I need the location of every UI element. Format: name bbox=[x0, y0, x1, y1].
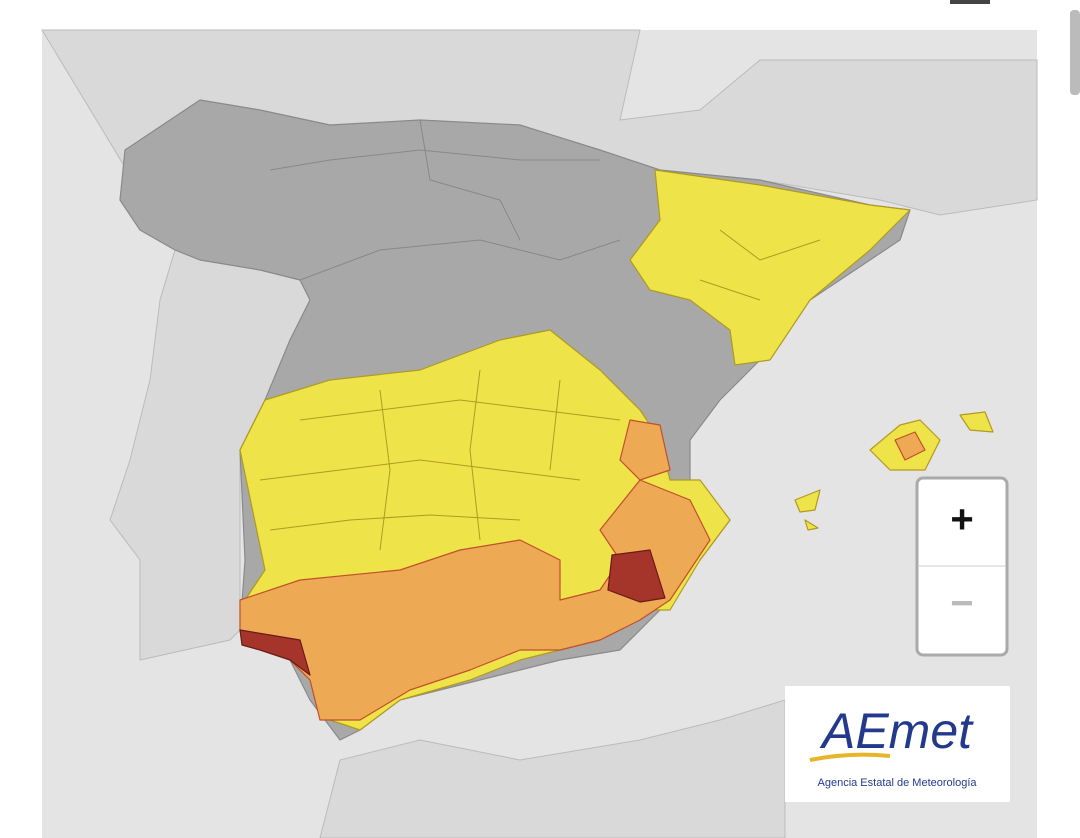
zoom-in-button[interactable]: + bbox=[950, 498, 973, 542]
yellow-warning-menorca bbox=[959, 411, 994, 433]
red-warning-murcia bbox=[607, 549, 666, 603]
orange-warning-mallorca bbox=[894, 431, 926, 461]
yellow-warning-ibiza bbox=[794, 489, 821, 531]
logo-box bbox=[785, 686, 1010, 802]
red-warning-huelva bbox=[239, 629, 311, 676]
logo-subtitle: Agencia Estatal de Meteorología bbox=[818, 777, 978, 789]
orange-warning-valencia bbox=[619, 419, 671, 481]
logo-swoosh bbox=[809, 752, 891, 762]
yellow-warning-northeast bbox=[629, 169, 911, 366]
menu-icon[interactable] bbox=[950, 0, 990, 4]
yellow-borders bbox=[259, 229, 821, 551]
logo-name: AEmet bbox=[819, 703, 974, 759]
scrollbar bbox=[1070, 10, 1080, 95]
zoom-out-button[interactable]: − bbox=[950, 582, 973, 626]
orange-warning-south bbox=[239, 479, 711, 721]
province-borders bbox=[269, 119, 621, 281]
